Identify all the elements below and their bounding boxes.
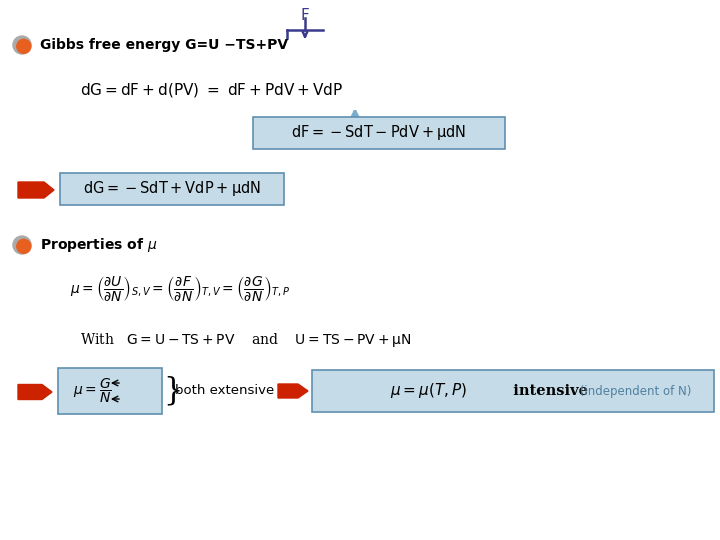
Text: $\mu = \dfrac{G}{N}$: $\mu = \dfrac{G}{N}$ <box>73 377 112 405</box>
Text: }: } <box>163 375 182 407</box>
Circle shape <box>17 239 31 253</box>
Text: intensive: intensive <box>503 384 588 398</box>
Text: $\mathrm{dG = -SdT + VdP + \mu dN}$: $\mathrm{dG = -SdT + VdP + \mu dN}$ <box>83 179 261 199</box>
FancyBboxPatch shape <box>60 173 284 205</box>
Circle shape <box>13 36 31 54</box>
Text: $\mathrm{dG = dF + d(PV)\ =\ dF + PdV + VdP}$: $\mathrm{dG = dF + d(PV)\ =\ dF + PdV + … <box>80 81 343 99</box>
Circle shape <box>13 236 31 254</box>
Text: With   $\mathrm{G = U - TS + PV}$    and    $\mathrm{U = TS - PV + \mu N}$: With $\mathrm{G = U - TS + PV}$ and $\ma… <box>80 331 411 349</box>
Text: F: F <box>301 8 310 23</box>
Text: both extensive: both extensive <box>175 384 274 397</box>
Text: Properties of $\mu$: Properties of $\mu$ <box>40 236 157 254</box>
FancyArrow shape <box>18 182 54 198</box>
FancyBboxPatch shape <box>253 117 505 149</box>
Text: Gibbs free energy G=U −TS+PV: Gibbs free energy G=U −TS+PV <box>40 38 288 52</box>
Text: (independent of N): (independent of N) <box>576 384 691 397</box>
Text: $\mu = \left(\dfrac{\partial U}{\partial N}\right)_{S,V}= \left(\dfrac{\partial : $\mu = \left(\dfrac{\partial U}{\partial… <box>70 273 290 302</box>
FancyArrow shape <box>278 384 308 398</box>
Text: $\mu = \mu(T, P)$: $\mu = \mu(T, P)$ <box>390 381 467 401</box>
Circle shape <box>17 39 31 53</box>
FancyArrow shape <box>18 384 52 400</box>
FancyBboxPatch shape <box>58 368 162 414</box>
FancyBboxPatch shape <box>312 370 714 412</box>
Text: $\mathrm{dF = -SdT - PdV + \mu dN}$: $\mathrm{dF = -SdT - PdV + \mu dN}$ <box>292 124 467 143</box>
